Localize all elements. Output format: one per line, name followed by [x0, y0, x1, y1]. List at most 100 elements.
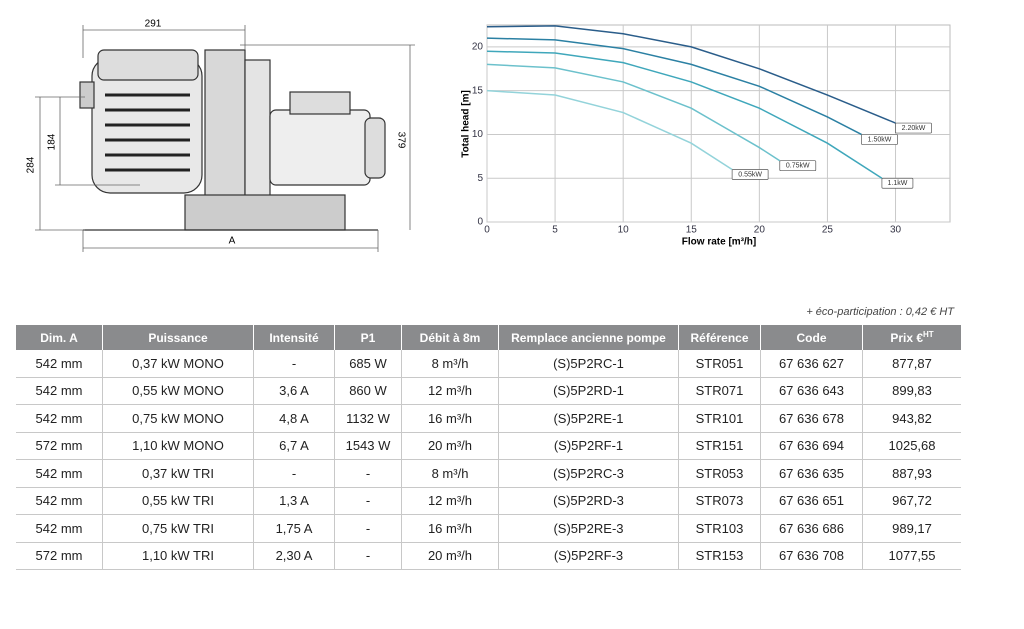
- curve: [486, 37, 862, 136]
- curve: [486, 63, 781, 162]
- table-cell: 542 mm: [16, 514, 103, 543]
- column-header: Débit à 8m: [401, 325, 499, 350]
- table-cell: 572 mm: [16, 432, 103, 460]
- dim-label: 291: [145, 19, 162, 30]
- table-row: 542 mm 0,75 kW TRI 1,75 A -16 m³/h (S)5P2RE-…: [16, 514, 961, 543]
- column-header: Puissance: [102, 325, 254, 350]
- table-cell: (S)5P2RD-1: [498, 377, 679, 405]
- y-tick-label: 15: [472, 85, 484, 96]
- curve-label: 2.20kW: [902, 125, 926, 132]
- table-cell: 3,6 A: [253, 377, 335, 405]
- table-cell: 572 mm: [16, 542, 103, 570]
- table-cell: 542 mm: [16, 350, 103, 378]
- table-row: 572 mm 1,10 kW TRI 2,30 A -20 m³/h (S)5P2RF-…: [16, 542, 961, 570]
- table-cell: 989,17: [862, 514, 961, 543]
- table-cell: 1025,68: [862, 432, 961, 460]
- top-area: 291 379 284 184 A Flow rate [m³/h] Total…: [26, 19, 951, 252]
- table-cell: 67 636 686: [760, 514, 863, 543]
- table-cell: 12 m³/h: [401, 487, 499, 515]
- curve-label: 0.55kW: [738, 171, 762, 178]
- curve: [486, 89, 733, 171]
- table-row: 542 mm 0,55 kW MONO 3,6 A 860 W 12 m³/h (S)5P…: [16, 377, 961, 405]
- table-cell: 1,10 kW TRI: [102, 542, 254, 570]
- table-cell: 542 mm: [16, 404, 103, 433]
- table-cell: 967,72: [862, 487, 961, 515]
- table-cell: 1,10 kW MONO: [102, 432, 254, 460]
- table-cell: 860 W: [334, 377, 402, 405]
- table-cell: 8 m³/h: [401, 350, 499, 378]
- table-row: 542 mm 0,55 kW TRI 1,3 A -12 m³/h (S)5P2RD-3…: [16, 487, 961, 515]
- table-cell: (S)5P2RE-3: [498, 514, 679, 543]
- table-cell: 877,87: [862, 350, 961, 378]
- header-text: Prix €: [890, 331, 924, 345]
- y-tick-label: 20: [472, 42, 484, 53]
- table-cell: 20 m³/h: [401, 542, 499, 570]
- table-cell: 542 mm: [16, 487, 103, 515]
- table-cell: -: [253, 459, 335, 488]
- table-cell: 67 636 627: [760, 350, 863, 378]
- x-axis-label: Flow rate [m³/h]: [682, 237, 756, 248]
- table-cell: (S)5P2RE-1: [498, 404, 679, 433]
- table-cell: STR153: [678, 542, 761, 570]
- table-cell: 1077,55: [862, 542, 961, 570]
- x-tick-label: 15: [686, 225, 698, 236]
- table-cell: (S)5P2RF-1: [498, 432, 679, 460]
- pump-drawing: [79, 49, 386, 231]
- table-cell: 685 W: [334, 350, 402, 378]
- x-tick-label: 5: [552, 225, 558, 236]
- curve-label-box: [731, 169, 769, 180]
- column-header: Référence: [678, 325, 761, 350]
- table-cell: -: [253, 350, 335, 378]
- curve-label-box: [881, 177, 914, 189]
- table-cell: 0,55 kW MONO: [102, 377, 254, 405]
- header-sup: HT: [923, 330, 934, 339]
- table-cell: (S)5P2RF-3: [498, 542, 679, 570]
- table-cell: 67 636 678: [760, 404, 863, 433]
- table-cell: 0,37 kW MONO: [102, 350, 254, 378]
- column-header: P1: [334, 325, 402, 350]
- eco-note: + éco-participation : 0,42 € HT: [806, 306, 954, 318]
- x-tick-label: 0: [484, 225, 490, 236]
- table-row: 542 mm 0,75 kW MONO 4,8 A 1132 W 16 m³/h (S)5…: [16, 404, 961, 433]
- curve: [486, 50, 883, 179]
- table-cell: 67 636 635: [760, 459, 863, 488]
- dimension-lines: [35, 25, 415, 252]
- table-cell: 16 m³/h: [401, 404, 499, 433]
- table-cell: STR071: [678, 377, 761, 405]
- table-cell: 0,37 kW TRI: [102, 459, 254, 488]
- curve-label: 1.1kW: [887, 180, 907, 187]
- table-cell: 0,75 kW TRI: [102, 514, 254, 543]
- table-row: 572 mm 1,10 kW MONO 6,7 A 1543 W 20 m³/h (S)5…: [16, 432, 961, 460]
- table-cell: 1,3 A: [253, 487, 335, 515]
- table-cell: 887,93: [862, 459, 961, 488]
- table-cell: (S)5P2RC-1: [498, 350, 679, 378]
- table-cell: (S)5P2RC-3: [498, 459, 679, 488]
- dim-label: 284: [26, 156, 37, 173]
- table-cell: 20 m³/h: [401, 432, 499, 460]
- table-cell: 16 m³/h: [401, 514, 499, 543]
- table-cell: STR053: [678, 459, 761, 488]
- column-header: Code: [760, 325, 863, 350]
- table-cell: 67 636 708: [760, 542, 863, 570]
- table-cell: 6,7 A: [253, 432, 335, 460]
- x-tick-label: 30: [890, 225, 902, 236]
- curve-label-box: [895, 122, 932, 134]
- curve-label-box: [861, 134, 898, 145]
- curve-label-box: [779, 160, 817, 172]
- table-cell: 67 636 651: [760, 487, 863, 515]
- y-axis-label: Total head [m]: [461, 90, 472, 158]
- column-header: Prix €HT: [862, 325, 961, 350]
- y-tick-label: 10: [472, 129, 484, 140]
- product-table: Dim. A Puissance Intensité P1 Débit à 8m Remp…: [16, 325, 961, 570]
- column-header: Intensité: [253, 325, 335, 350]
- table-cell: 1,75 A: [253, 514, 335, 543]
- table-cell: STR073: [678, 487, 761, 515]
- table-cell: STR101: [678, 404, 761, 433]
- table-row: 542 mm 0,37 kW TRI - -8 m³/h (S)5P2RC-3 STR05…: [16, 459, 961, 488]
- table-cell: -: [334, 542, 402, 570]
- table-cell: STR151: [678, 432, 761, 460]
- table-cell: (S)5P2RD-3: [498, 487, 679, 515]
- curve-label: 0.75kW: [786, 163, 810, 170]
